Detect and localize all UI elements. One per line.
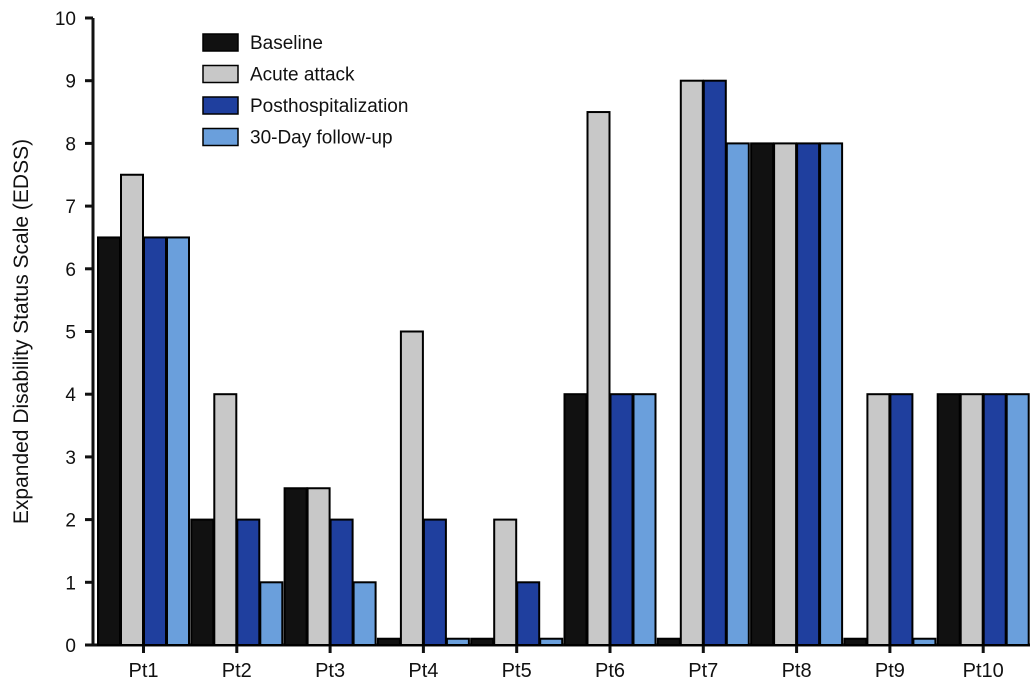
- bar-pt4-series-2: [399, 330, 424, 646]
- bar-pt1-series-1: [97, 236, 121, 646]
- y-ticks: 0 1 2 3 4 5 6 7 8 9 10: [55, 9, 93, 657]
- y-tick-label: 8: [65, 134, 76, 155]
- y-tick-label: 2: [65, 511, 76, 532]
- bar-pt2-series-2: [213, 393, 238, 647]
- bar-pt6-series-1: [563, 393, 588, 647]
- bar-pt9-series-4: [912, 637, 937, 646]
- legend-label: Acute attack: [250, 65, 355, 86]
- bar-pt5-series-4: [539, 637, 564, 646]
- y-tick-label: 1: [65, 573, 76, 594]
- y-axis-label: Expanded Disability Status Scale (EDSS): [10, 139, 33, 524]
- y-tick-label: 4: [65, 385, 76, 406]
- bar-pt4-series-4: [445, 637, 470, 646]
- bar-pt3-series-3: [329, 518, 354, 646]
- bar-pt1-series-2: [120, 173, 144, 646]
- legend-label: 30-Day follow-up: [250, 128, 393, 149]
- x-tick-label: Pt5: [502, 660, 532, 682]
- y-tick-label: 7: [65, 197, 76, 218]
- bar-pt3-series-1: [283, 487, 308, 646]
- x-tick-label: Pt9: [875, 660, 905, 682]
- legend-swatch: [202, 96, 239, 115]
- legend-label: Posthospitalization: [250, 96, 408, 117]
- bar-pt9-series-1: [843, 637, 868, 646]
- y-tick-label: 5: [65, 323, 76, 344]
- legend-label: Baseline: [250, 33, 323, 54]
- x-tick-label: Pt8: [782, 660, 812, 682]
- y-tick-label: 0: [65, 636, 76, 657]
- y-tick-label: 3: [65, 448, 76, 469]
- bar-pt7-series-1: [656, 637, 681, 646]
- y-tick-label: 6: [65, 260, 76, 281]
- bar-pt5-series-1: [470, 637, 495, 646]
- bar-pt4-series-3: [422, 518, 447, 646]
- bar-pt6-series-2: [586, 111, 611, 647]
- bar-pt1-series-4: [166, 236, 190, 646]
- bar-pt1-series-3: [143, 236, 167, 646]
- bar-pt8-series-2: [773, 142, 798, 646]
- bar-pt3-series-4: [352, 581, 377, 646]
- bar-pt9-series-3: [889, 393, 914, 647]
- bar-pt10-series-1: [936, 393, 961, 647]
- x-tick-label: Pt7: [688, 660, 718, 682]
- bar-pt9-series-2: [866, 393, 891, 647]
- x-tick-label: Pt1: [128, 660, 158, 682]
- bar-pt4-series-1: [376, 637, 401, 646]
- bar-pt7-series-3: [702, 79, 727, 646]
- x-tick-label: Pt10: [963, 660, 1004, 682]
- bar-pt2-series-4: [259, 581, 284, 646]
- x-tick-label: Pt4: [408, 660, 438, 682]
- bar-pt10-series-4: [1005, 393, 1030, 647]
- bar-pt10-series-2: [959, 393, 984, 647]
- legend-swatch: [202, 33, 239, 52]
- bar-pt6-series-3: [609, 393, 634, 647]
- legend-swatch: [202, 64, 239, 84]
- bar-pt10-series-3: [982, 393, 1007, 647]
- y-tick-label: 10: [55, 9, 76, 30]
- bar-pt5-series-2: [493, 518, 518, 646]
- x-tick-label: Pt2: [222, 660, 252, 682]
- axes: 0 1 2 3 4 5 6 7 8 9 10 Pt1 Pt2 Pt3 Pt4 Pt5 Pt6 Pt7 Pt8 Pt9…: [10, 9, 1030, 682]
- bar-pt8-series-1: [750, 142, 775, 646]
- bar-pt5-series-3: [516, 581, 541, 646]
- bar-pt6-series-4: [632, 393, 657, 647]
- x-tick-label: Pt6: [595, 660, 625, 682]
- x-tick-label: Pt3: [315, 660, 345, 682]
- bar-pt7-series-2: [679, 79, 704, 646]
- bar-pt8-series-4: [819, 142, 844, 646]
- x-ticks: Pt1 Pt2 Pt3 Pt4 Pt5 Pt6 Pt7 Pt8 Pt9 Pt10: [128, 645, 1004, 682]
- legend-swatch: [202, 127, 239, 147]
- bars: [97, 79, 1030, 647]
- bar-pt2-series-1: [190, 518, 215, 646]
- bar-pt3-series-2: [306, 487, 331, 646]
- bar-pt8-series-3: [796, 142, 821, 646]
- bar-pt7-series-4: [725, 142, 750, 646]
- legend: Baseline Acute attack Posthospitalization 3…: [202, 33, 408, 149]
- y-tick-label: 9: [65, 72, 76, 93]
- bar-pt2-series-3: [236, 518, 261, 646]
